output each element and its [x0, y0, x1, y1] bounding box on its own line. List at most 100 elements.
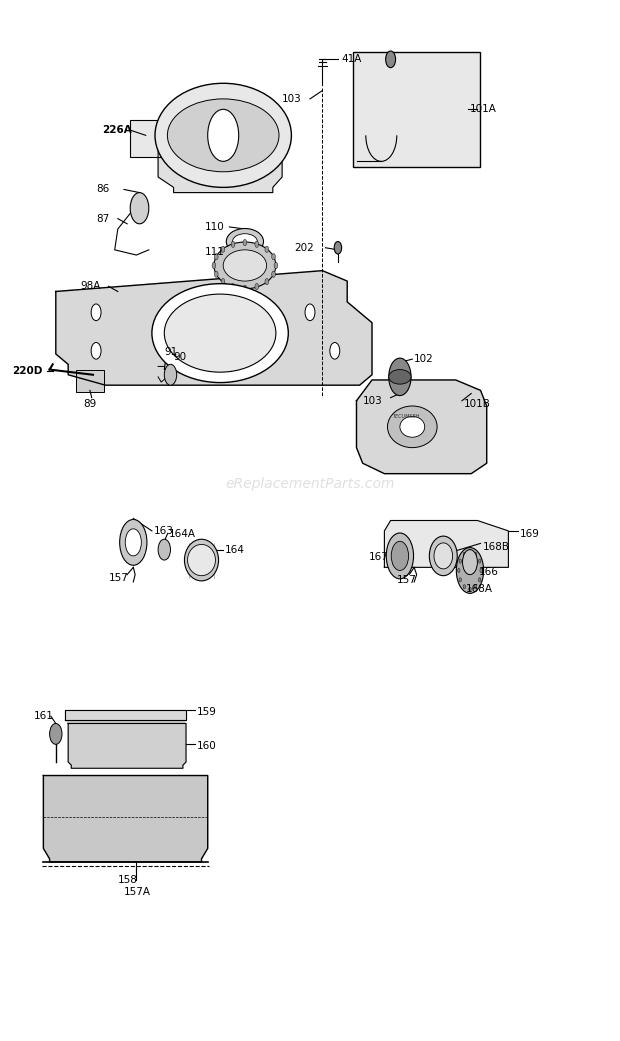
Polygon shape	[65, 710, 186, 720]
Polygon shape	[43, 776, 208, 862]
Circle shape	[125, 529, 141, 556]
Text: 90: 90	[174, 352, 187, 362]
Text: 164: 164	[225, 544, 245, 555]
Circle shape	[456, 548, 484, 593]
Circle shape	[120, 519, 147, 565]
Circle shape	[265, 279, 268, 285]
Text: TECUMSEH: TECUMSEH	[392, 414, 420, 418]
Text: 168A: 168A	[466, 584, 494, 594]
FancyBboxPatch shape	[76, 370, 104, 392]
Text: 101B: 101B	[464, 399, 490, 409]
Circle shape	[164, 364, 177, 385]
Ellipse shape	[226, 228, 264, 255]
Ellipse shape	[185, 539, 219, 581]
Circle shape	[474, 585, 477, 589]
Circle shape	[469, 587, 471, 591]
Text: 169: 169	[520, 529, 539, 539]
FancyBboxPatch shape	[130, 120, 161, 157]
Circle shape	[231, 283, 235, 289]
Circle shape	[469, 550, 471, 554]
Circle shape	[389, 358, 411, 396]
Text: 103: 103	[363, 396, 383, 406]
Circle shape	[386, 533, 414, 579]
Circle shape	[265, 246, 268, 252]
Circle shape	[221, 279, 225, 285]
Circle shape	[463, 585, 466, 589]
Polygon shape	[384, 520, 508, 567]
Text: 110: 110	[205, 222, 224, 232]
Circle shape	[272, 271, 275, 277]
Text: 98A: 98A	[81, 281, 101, 291]
Circle shape	[459, 578, 461, 582]
Circle shape	[474, 552, 477, 556]
Text: 160: 160	[197, 741, 217, 752]
Text: 101A: 101A	[470, 104, 497, 115]
Ellipse shape	[223, 250, 267, 281]
Text: 87: 87	[96, 213, 109, 224]
Circle shape	[255, 283, 259, 289]
Ellipse shape	[187, 544, 216, 576]
Circle shape	[334, 242, 342, 254]
Circle shape	[272, 254, 275, 260]
Circle shape	[274, 262, 278, 269]
Circle shape	[215, 254, 218, 260]
Ellipse shape	[232, 233, 257, 249]
Circle shape	[479, 559, 481, 563]
Text: 157A: 157A	[124, 887, 151, 897]
Circle shape	[212, 262, 216, 269]
Text: 41A: 41A	[341, 54, 361, 65]
Text: 157: 157	[397, 575, 417, 585]
Circle shape	[255, 242, 259, 248]
Text: eReplacementParts.com: eReplacementParts.com	[225, 477, 395, 491]
Polygon shape	[356, 380, 487, 474]
Text: 202: 202	[294, 243, 314, 253]
Circle shape	[330, 342, 340, 359]
FancyBboxPatch shape	[353, 52, 480, 167]
Ellipse shape	[164, 294, 276, 373]
Text: 164A: 164A	[169, 529, 196, 539]
Circle shape	[215, 271, 218, 277]
Text: 166: 166	[479, 566, 499, 577]
Ellipse shape	[388, 406, 437, 448]
Text: 103: 103	[282, 94, 302, 104]
Text: 161: 161	[34, 711, 54, 721]
Ellipse shape	[400, 416, 425, 437]
Polygon shape	[56, 271, 372, 385]
Circle shape	[130, 193, 149, 224]
Text: 91: 91	[164, 347, 177, 357]
Ellipse shape	[167, 99, 279, 172]
Circle shape	[91, 304, 101, 321]
Ellipse shape	[214, 243, 276, 289]
Text: 167: 167	[369, 552, 389, 562]
Circle shape	[91, 342, 101, 359]
Text: 111: 111	[205, 247, 224, 257]
Circle shape	[479, 578, 481, 582]
Text: 158: 158	[118, 874, 138, 885]
Circle shape	[208, 109, 239, 161]
Circle shape	[50, 723, 62, 744]
Ellipse shape	[152, 284, 288, 383]
Circle shape	[243, 285, 247, 291]
Circle shape	[221, 246, 225, 252]
Circle shape	[243, 239, 247, 246]
Text: 226A: 226A	[102, 125, 132, 135]
Ellipse shape	[429, 536, 458, 576]
Circle shape	[463, 552, 466, 556]
Text: 157: 157	[108, 573, 128, 583]
Ellipse shape	[434, 543, 453, 568]
Circle shape	[459, 559, 461, 563]
Text: 159: 159	[197, 707, 217, 717]
Circle shape	[458, 568, 460, 573]
Circle shape	[231, 242, 235, 248]
Circle shape	[391, 541, 409, 570]
Text: 163: 163	[154, 526, 174, 536]
Text: 86: 86	[96, 184, 109, 195]
Polygon shape	[67, 720, 184, 723]
Ellipse shape	[389, 370, 411, 384]
Text: 168B: 168B	[482, 541, 510, 552]
Circle shape	[305, 304, 315, 321]
Polygon shape	[68, 723, 186, 768]
Circle shape	[463, 550, 477, 575]
Circle shape	[480, 568, 482, 573]
Text: 220D: 220D	[12, 365, 43, 376]
